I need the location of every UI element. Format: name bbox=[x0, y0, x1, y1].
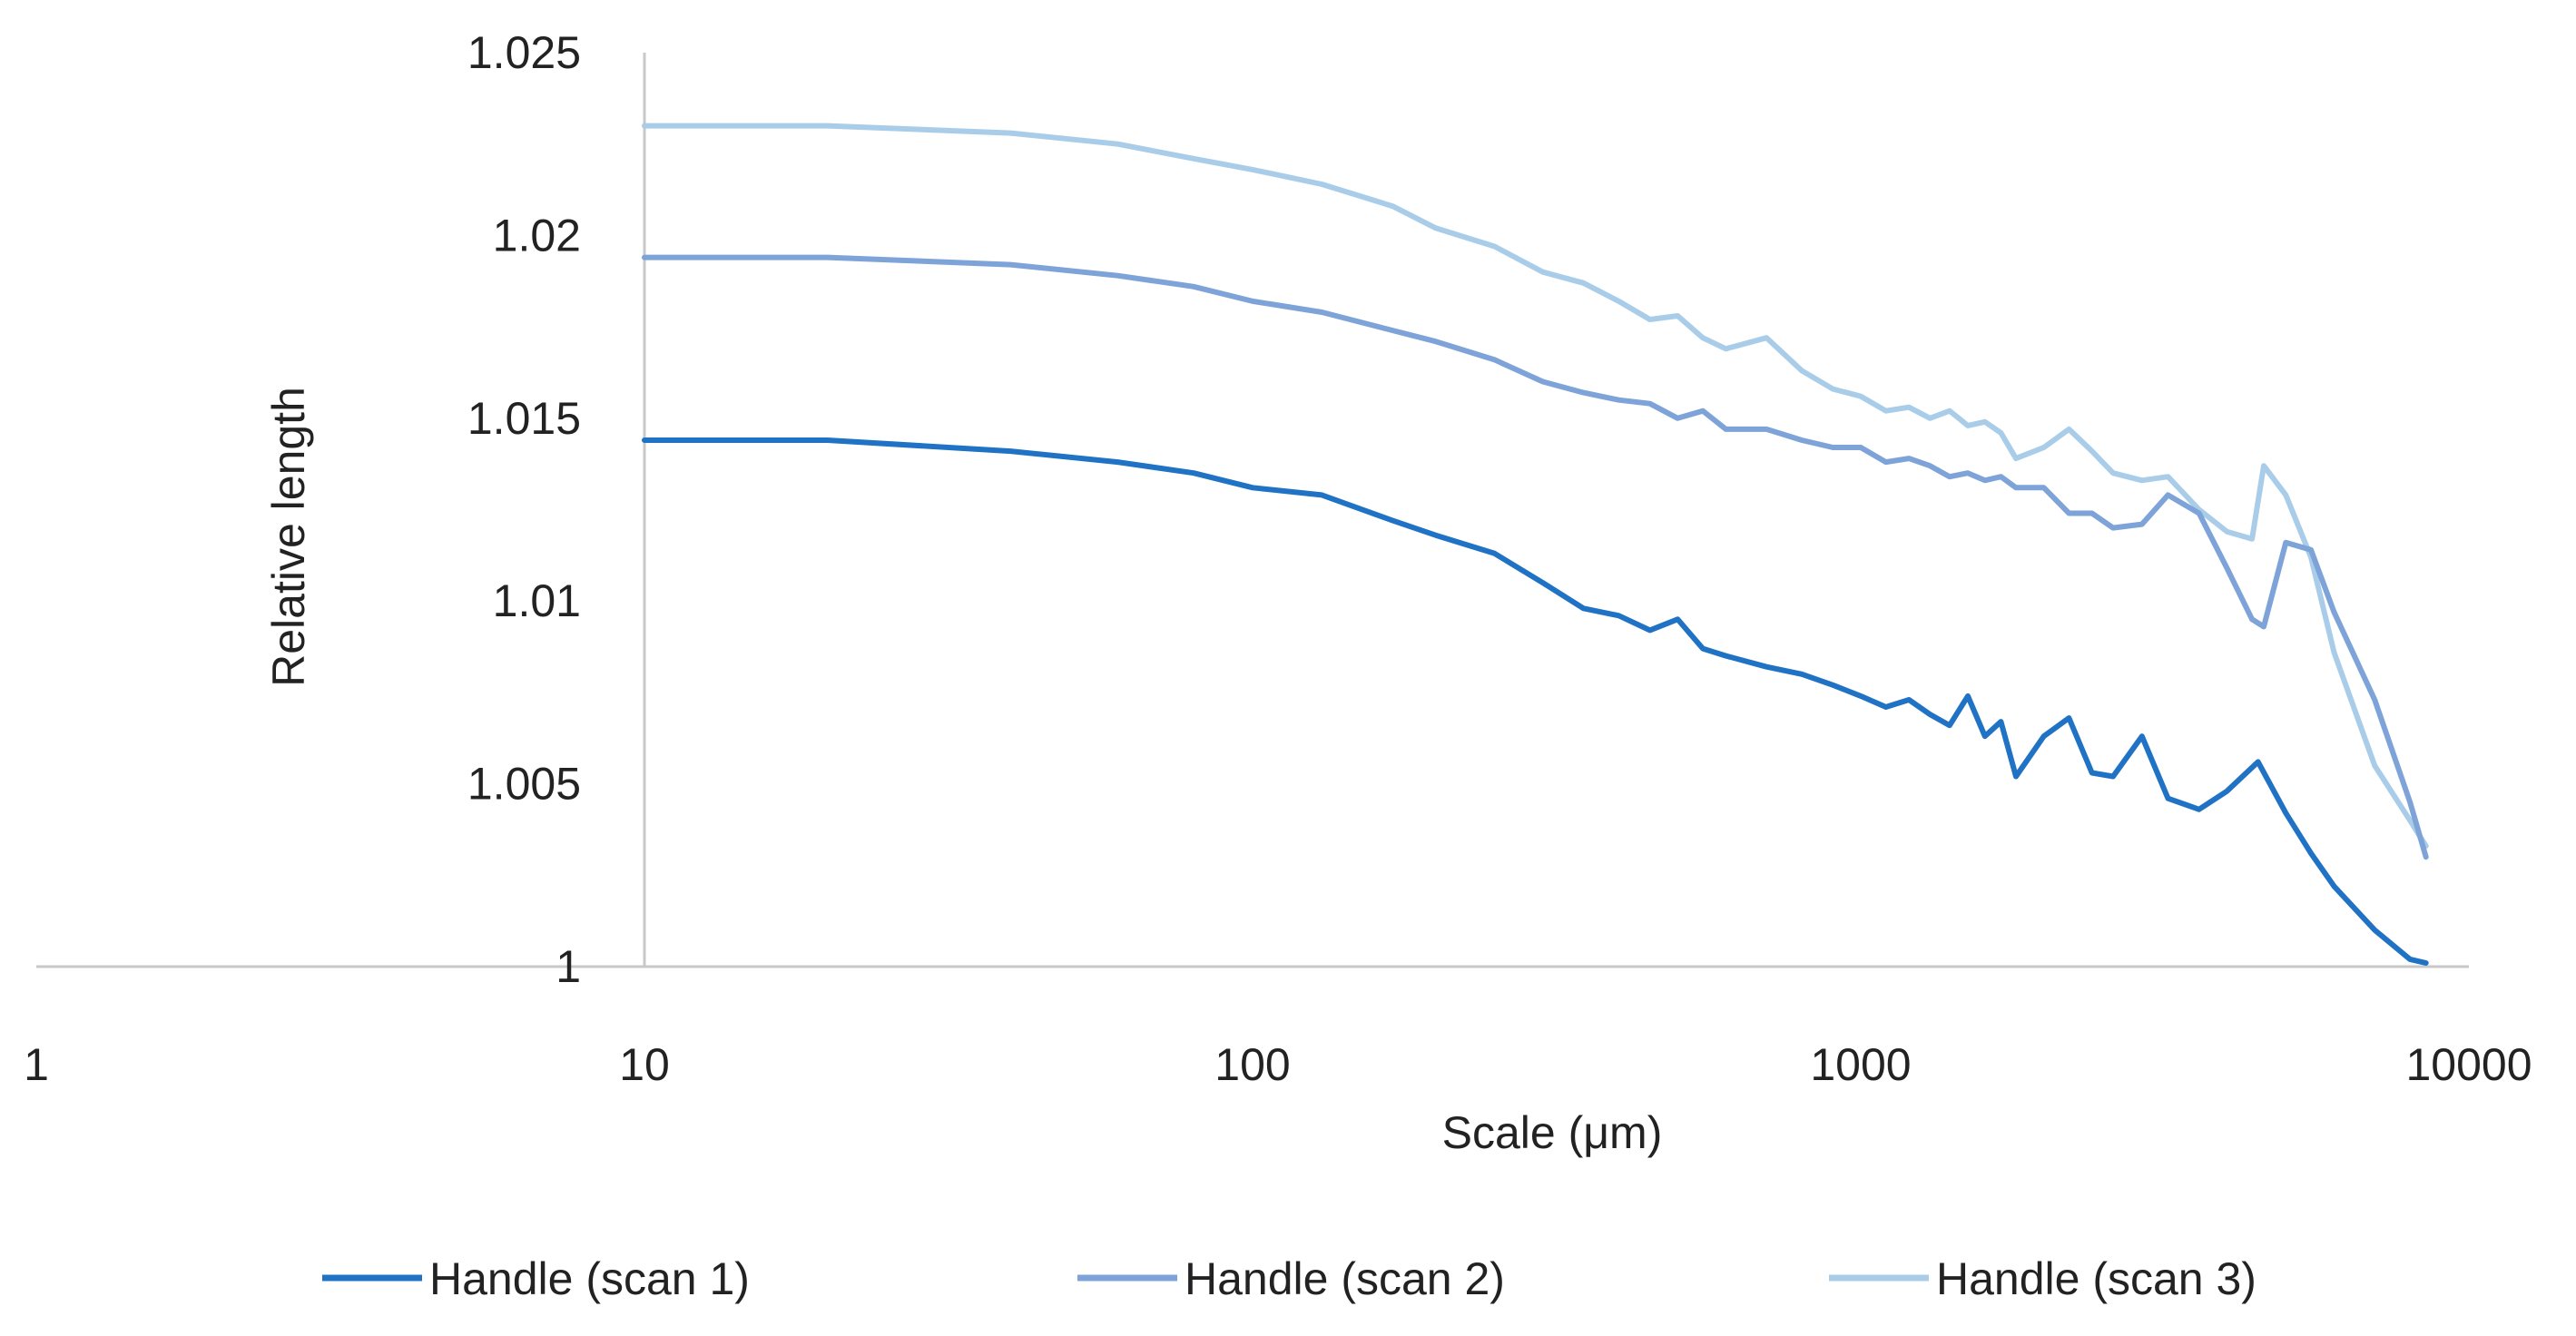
series-line bbox=[642, 437, 2429, 966]
legend-label: Handle (scan 2) bbox=[1185, 1253, 1505, 1304]
x-tick-label: 10 bbox=[619, 1039, 670, 1090]
x-tick-label: 100 bbox=[1214, 1039, 1290, 1090]
x-tick-label: 1000 bbox=[1810, 1039, 1911, 1090]
x-axis-title: Scale (μm) bbox=[1442, 1107, 1663, 1158]
y-tick-label: 1 bbox=[556, 941, 581, 992]
plot-area bbox=[642, 123, 2429, 966]
x-tick-label: 1 bbox=[24, 1039, 49, 1090]
y-axis-title: Relative length bbox=[263, 387, 314, 687]
legend: Handle (scan 1) Handle (scan 2) Handle (sc… bbox=[322, 1253, 2256, 1304]
legend-item: Handle (scan 1) bbox=[322, 1253, 750, 1304]
legend-label: Handle (scan 1) bbox=[429, 1253, 750, 1304]
legend-item: Handle (scan 2) bbox=[1077, 1253, 1505, 1304]
y-tick-label: 1.025 bbox=[467, 27, 581, 78]
y-tick-label: 1.005 bbox=[467, 759, 581, 810]
axes bbox=[36, 53, 2469, 968]
series-line bbox=[642, 123, 2429, 850]
y-tick-label: 1.01 bbox=[493, 575, 581, 626]
y-tick-label: 1.015 bbox=[467, 393, 581, 444]
y-tick-label: 1.02 bbox=[493, 210, 581, 260]
tick-labels: 1 10 100 1000 10000 1 1.005 1.01 1.015 1.02 1.025 bbox=[24, 27, 2532, 1090]
legend-item: Handle (scan 3) bbox=[1829, 1253, 2256, 1304]
series-line bbox=[642, 254, 2429, 860]
legend-label: Handle (scan 3) bbox=[1936, 1253, 2256, 1304]
x-tick-label: 10000 bbox=[2405, 1039, 2532, 1090]
